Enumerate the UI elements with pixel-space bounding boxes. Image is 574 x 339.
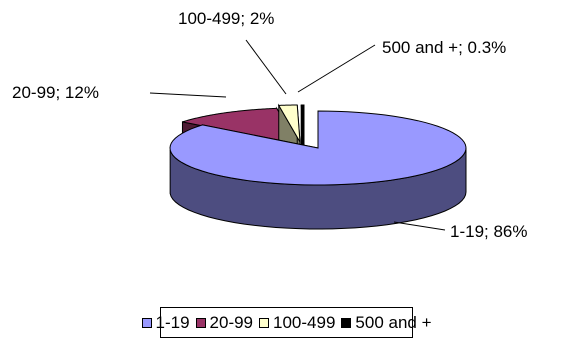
leader-line-2 xyxy=(245,39,287,95)
leader-line-3 xyxy=(297,44,376,93)
legend-label: 20-99 xyxy=(209,313,254,332)
pie-slices xyxy=(169,103,467,230)
legend-item-100-499: 100-499 xyxy=(259,314,335,331)
legend-item-500-and-plus: 500 and + xyxy=(341,313,432,332)
legend-item-1-19: 1-19 xyxy=(141,313,190,332)
leader-line-0 xyxy=(393,221,446,231)
slice-top xyxy=(277,104,301,143)
legend-label: 100-499 xyxy=(273,313,336,332)
legend-swatch xyxy=(141,317,152,328)
legend-swatch xyxy=(341,317,352,328)
leader-line-1 xyxy=(149,92,227,98)
legend-label: 500 and + xyxy=(355,313,432,332)
slice-top xyxy=(300,104,305,143)
data-label-1-19: 1-19; 86% xyxy=(450,222,528,241)
pie-slice-1-19 xyxy=(169,110,467,230)
data-label-20-99: 20-99; 12% xyxy=(12,83,99,102)
legend-swatch xyxy=(259,317,270,328)
legend-item-20-99: 20-99 xyxy=(195,313,254,332)
legend-label: 1-19 xyxy=(155,313,190,332)
leader-lines xyxy=(149,39,446,231)
data-label-500-and-plus: 500 and +; 0.3% xyxy=(382,38,506,57)
slice-top xyxy=(169,110,467,186)
slice-top xyxy=(182,107,299,146)
data-labels: 1-19; 86% 20-99; 12% 100-499; 2% 500 and… xyxy=(12,9,528,241)
legend: 1-19 20-99 100-499 500 and + xyxy=(141,307,432,338)
legend-swatch xyxy=(195,317,206,328)
data-label-100-499: 100-499; 2% xyxy=(178,9,274,28)
